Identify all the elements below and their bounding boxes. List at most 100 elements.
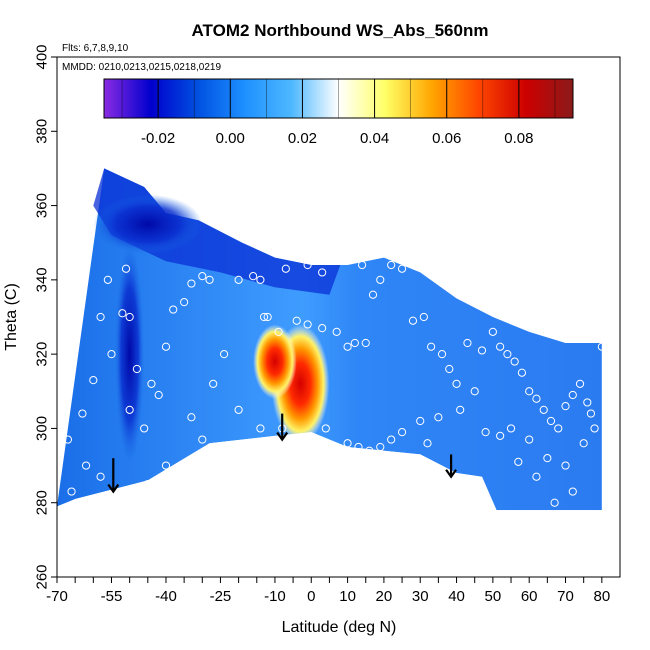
sample-point: [350, 338, 359, 348]
sample-point: [397, 264, 407, 273]
sample-point: [550, 498, 559, 507]
sample-point: [361, 338, 370, 348]
sample-point: [437, 350, 447, 359]
sample-point: [397, 428, 407, 437]
sample-point: [583, 398, 592, 407]
sample-point: [180, 298, 189, 307]
sample-point: [350, 450, 359, 459]
sample-point: [408, 316, 418, 325]
sample-point: [198, 272, 207, 281]
x-tick-label: -40: [155, 588, 177, 605]
colorbar-ticks: -0.02 0.00 0.02 0.04 0.06 0.08: [121, 79, 556, 147]
arrow-marker: [107, 458, 120, 494]
sample-point: [470, 387, 479, 396]
terrain-polygon: [57, 432, 620, 577]
sample-point: [209, 379, 218, 388]
chart-title: ATOM2 Northbound WS_Abs_560nm: [192, 21, 489, 40]
y-tick-label: 360: [34, 193, 51, 218]
sample-point: [121, 264, 131, 273]
sample-point: [234, 405, 243, 414]
sample-point: [568, 487, 577, 496]
arrow-head: [107, 483, 120, 494]
sample-point: [63, 435, 72, 444]
sample-point: [456, 405, 465, 414]
sample-point: [219, 350, 229, 359]
sample-point: [96, 472, 105, 481]
y-tick-label: 340: [34, 267, 51, 292]
sample-point: [78, 409, 87, 418]
sample-point: [296, 249, 305, 258]
sample-points: [57, 249, 606, 515]
sample-point: [368, 290, 378, 299]
sample-point: [579, 439, 588, 448]
x-tick-label: 50: [485, 588, 502, 605]
sample-point: [525, 435, 534, 444]
sample-point: [161, 342, 171, 351]
sample-point: [60, 286, 69, 296]
sample-point: [198, 435, 207, 444]
sample-point: [292, 316, 301, 325]
sample-point: [67, 487, 76, 496]
sample-point: [575, 379, 585, 388]
sample-point: [586, 409, 596, 418]
sample-point: [57, 394, 65, 403]
x-tick-label: -25: [210, 588, 232, 605]
y-tick-label: 380: [34, 119, 51, 144]
terrain-mask: [57, 432, 620, 577]
y-tick-label: 260: [34, 564, 51, 589]
y-tick-label: 400: [34, 44, 51, 69]
feature-region: [115, 242, 145, 466]
colorbar-tick-label: 0.04: [360, 130, 389, 147]
sample-point: [256, 275, 265, 284]
sample-point: [376, 275, 385, 284]
sample-point: [376, 442, 385, 452]
x-axis: -70 -55 -40 -25 -10 0 10 20 30 40 50 60 70 80: [46, 577, 610, 605]
sample-point: [539, 405, 548, 414]
sample-point: [597, 342, 606, 351]
colorbar-tick-label: 0.06: [432, 130, 461, 147]
sample-point: [96, 312, 105, 322]
sample-point: [419, 312, 428, 322]
sample-point: [60, 506, 69, 515]
sample-point: [546, 416, 556, 426]
sample-point: [125, 312, 134, 322]
sample-point: [321, 424, 330, 433]
sample-point: [161, 461, 171, 470]
x-tick-label: 30: [412, 588, 429, 605]
sample-point: [561, 461, 570, 470]
colorbar-tick-label: 0.02: [288, 130, 317, 147]
sample-point: [532, 472, 541, 481]
arrow-marker: [445, 454, 457, 479]
sample-point: [387, 435, 396, 444]
sample-point: [477, 346, 487, 355]
sample-point: [590, 424, 599, 433]
sample-point: [445, 364, 454, 374]
sample-point: [259, 312, 269, 322]
sample-point: [517, 368, 527, 377]
feature-region: [253, 324, 297, 399]
sample-point: [434, 413, 443, 422]
sample-point: [234, 275, 243, 284]
sample-point: [510, 357, 519, 366]
sample-point: [416, 416, 425, 426]
colorbar-tick-label: 0.08: [504, 130, 533, 147]
colorbar-tick-label: 0.00: [216, 130, 245, 147]
sample-point: [343, 342, 352, 351]
sample-point: [532, 394, 541, 403]
sample-point: [503, 350, 512, 359]
plot-area: [57, 168, 620, 577]
sample-point: [63, 268, 72, 277]
x-tick-label: 20: [376, 588, 393, 605]
sample-point: [140, 424, 149, 433]
sample-point: [358, 260, 367, 270]
sample-point: [274, 327, 283, 336]
sample-point: [154, 390, 163, 400]
x-tick-label: 10: [339, 588, 356, 605]
y-tick-label: 280: [34, 490, 51, 515]
sample-point: [89, 376, 98, 385]
x-tick-label: -55: [101, 588, 123, 605]
x-tick-label: -70: [46, 588, 68, 605]
sample-point: [263, 312, 272, 322]
colorbar: -0.02 0.00 0.02 0.04 0.06 0.08: [103, 78, 574, 147]
